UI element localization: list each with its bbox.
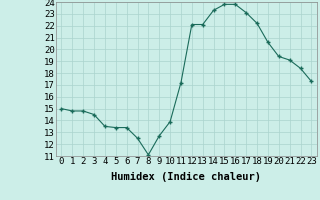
X-axis label: Humidex (Indice chaleur): Humidex (Indice chaleur) [111, 172, 261, 182]
